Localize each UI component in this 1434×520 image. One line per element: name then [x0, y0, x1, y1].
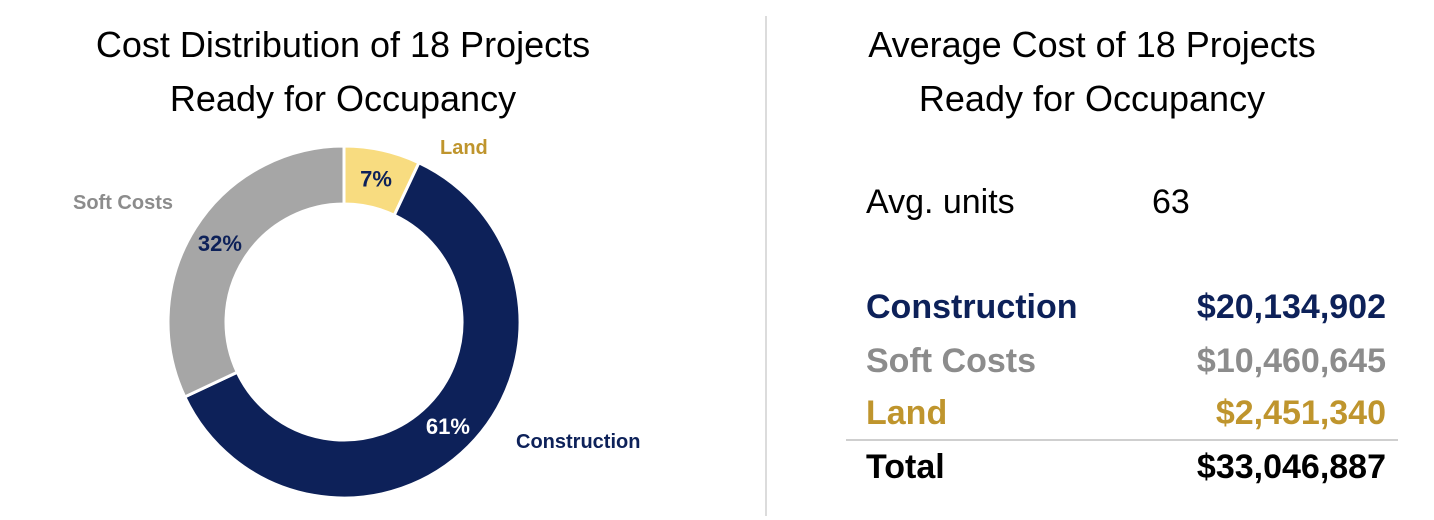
donut-chart-title: Cost Distribution of 18 Projects Ready f…	[0, 18, 686, 126]
avg-units-row: Avg. units 63	[866, 176, 1386, 228]
donut-percent-label-construction: 61%	[426, 414, 470, 439]
land-cost-row: Land $2,451,340	[866, 387, 1386, 439]
construction-cost-row: Construction $20,134,902	[866, 281, 1386, 333]
donut-category-label-construction: Construction	[516, 431, 640, 453]
average-cost-title-line1: Average Cost of 18 Projects	[868, 24, 1316, 65]
construction-cost-value: $20,134,902	[1196, 288, 1386, 326]
donut-chart: 7% Land 61% Construction 32% Soft Costs	[73, 137, 640, 500]
soft-costs-row: Soft Costs $10,460,645	[866, 335, 1386, 387]
total-cost-value: $33,046,887	[1196, 448, 1386, 486]
donut-slice-construction	[182, 160, 522, 500]
donut-chart-title-line1: Cost Distribution of 18 Projects	[95, 24, 591, 65]
donut-category-label-land: Land	[440, 137, 488, 159]
donut-percent-label-soft-costs: 32%	[198, 231, 242, 256]
soft-costs-label: Soft Costs	[866, 342, 1036, 380]
total-divider-line	[846, 439, 1398, 441]
panel-divider	[765, 16, 767, 516]
land-cost-value: $2,451,340	[1215, 394, 1386, 432]
total-cost-label: Total	[866, 448, 945, 486]
avg-units-label: Avg. units	[866, 183, 1015, 221]
donut-chart-title-line2: Ready for Occupancy	[169, 78, 517, 119]
average-cost-title: Average Cost of 18 Projects Ready for Oc…	[768, 18, 1416, 126]
donut-percent-label-land: 7%	[360, 167, 392, 192]
soft-costs-value: $10,460,645	[1196, 342, 1386, 380]
donut-slice-soft-costs	[166, 144, 346, 399]
avg-units-value: 63	[1152, 183, 1190, 221]
average-cost-title-line2: Ready for Occupancy	[918, 78, 1266, 119]
total-cost-row: Total $33,046,887	[866, 441, 1386, 493]
donut-category-label-soft-costs: Soft Costs	[73, 192, 173, 214]
average-cost-panel: Average Cost of 18 Projects Ready for Oc…	[768, 0, 1434, 520]
cost-distribution-panel: Cost Distribution of 18 Projects Ready f…	[0, 18, 686, 500]
construction-cost-label: Construction	[866, 288, 1078, 326]
land-cost-label: Land	[866, 394, 948, 432]
